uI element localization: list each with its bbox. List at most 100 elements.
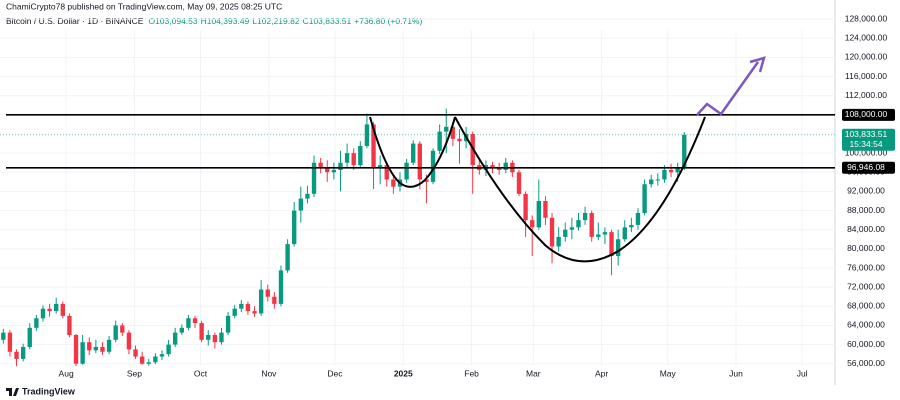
candle-body bbox=[106, 339, 112, 352]
candle-body bbox=[563, 229, 568, 237]
candle-body bbox=[166, 344, 171, 355]
annotations bbox=[369, 56, 766, 263]
candle-body bbox=[351, 153, 356, 166]
level-label: 108,000.00 bbox=[845, 109, 888, 119]
countdown: 15:34:54 bbox=[849, 139, 882, 149]
y-tick-label: 100,000.00 bbox=[845, 147, 888, 157]
arrow-head bbox=[749, 56, 766, 73]
candle-body bbox=[305, 193, 310, 199]
brand: TradingView bbox=[6, 386, 76, 396]
level-tag bbox=[842, 161, 895, 174]
candle-body bbox=[186, 318, 191, 328]
candle-body bbox=[318, 162, 323, 168]
low: L102,219.82 bbox=[252, 16, 300, 26]
candle-body bbox=[93, 346, 99, 351]
candle-body bbox=[411, 143, 416, 163]
candle-body bbox=[609, 232, 614, 257]
candle-body bbox=[371, 124, 376, 168]
candle-body bbox=[496, 167, 502, 170]
candle-body bbox=[629, 224, 634, 228]
candle-body bbox=[126, 332, 132, 350]
candle-body bbox=[206, 335, 211, 340]
candle-body bbox=[516, 172, 522, 194]
candle-body bbox=[675, 167, 680, 173]
candle-body bbox=[530, 220, 535, 228]
candle-body bbox=[404, 162, 409, 180]
candle-body bbox=[662, 169, 667, 180]
candle-body bbox=[60, 303, 65, 316]
candle-body bbox=[278, 270, 284, 304]
candle-body bbox=[377, 165, 383, 168]
candle-body bbox=[265, 289, 270, 297]
candle-body bbox=[225, 315, 231, 333]
level-tag bbox=[842, 108, 895, 121]
candle-body bbox=[285, 244, 290, 271]
candle-body bbox=[258, 289, 264, 314]
candle-body bbox=[239, 303, 244, 309]
candle-body bbox=[80, 342, 85, 364]
candle-body bbox=[54, 303, 59, 312]
candle-body bbox=[7, 332, 13, 352]
candle-body bbox=[87, 342, 92, 351]
candle-body bbox=[576, 220, 581, 228]
candle-body bbox=[358, 145, 363, 166]
candle-body bbox=[292, 210, 297, 245]
x-tick-label: Mar bbox=[526, 368, 541, 378]
y-tick-label: 68,000.00 bbox=[847, 301, 885, 311]
x-tick-label: Sep bbox=[127, 368, 142, 378]
candle-body bbox=[450, 126, 456, 139]
x-tick-label: Aug bbox=[59, 368, 74, 378]
x-tick-label: Feb bbox=[464, 368, 479, 378]
y-tick-label: 128,000.00 bbox=[845, 13, 888, 23]
candle-body bbox=[635, 212, 641, 225]
candle-body bbox=[602, 232, 608, 235]
y-tick-label: 112,000.00 bbox=[845, 90, 887, 100]
large-cup bbox=[454, 116, 706, 263]
level-label: 96,946.08 bbox=[847, 162, 885, 172]
candle-body bbox=[113, 325, 118, 340]
high: H104,393.49 bbox=[201, 16, 250, 26]
y-tick-label: 84,000.00 bbox=[847, 224, 885, 234]
candle-body bbox=[430, 150, 436, 182]
x-tick-label: Jul bbox=[797, 368, 808, 378]
candle-body bbox=[1, 332, 6, 340]
candle-body bbox=[325, 167, 330, 173]
publisher: ChamiCrypto78 published on TradingView.c… bbox=[6, 1, 282, 11]
y-tick-label: 72,000.00 bbox=[847, 281, 885, 291]
candle-body bbox=[20, 346, 26, 359]
projection-arrow bbox=[696, 61, 760, 116]
candle-body bbox=[444, 126, 449, 132]
candle-body bbox=[523, 193, 528, 221]
candle-body bbox=[192, 318, 198, 324]
candle-body bbox=[179, 327, 184, 333]
brand-logo bbox=[6, 388, 19, 396]
last-price-label: 103,833.51 bbox=[845, 129, 888, 139]
candle-body bbox=[668, 169, 674, 173]
candle-body bbox=[34, 318, 39, 328]
x-tick-label: 2025 bbox=[394, 368, 413, 378]
candle-body bbox=[384, 165, 389, 180]
candle-body bbox=[219, 332, 224, 343]
candle-body bbox=[569, 227, 575, 230]
candle-body bbox=[159, 354, 165, 357]
small-cup bbox=[369, 116, 456, 188]
candle-body bbox=[252, 311, 257, 314]
candle-body bbox=[391, 179, 396, 187]
candle-body bbox=[649, 179, 654, 185]
candle-body bbox=[437, 131, 442, 151]
last-price-tag bbox=[842, 128, 895, 151]
x-tick-label: Apr bbox=[595, 368, 608, 378]
candle-body bbox=[14, 351, 19, 359]
candle-body bbox=[596, 234, 601, 237]
y-tick-label: 56,000.00 bbox=[847, 358, 885, 368]
brand-name: TradingView bbox=[22, 386, 76, 396]
candle-body bbox=[503, 162, 508, 170]
candle-body bbox=[311, 162, 317, 194]
candle-body bbox=[589, 212, 594, 237]
candle-body bbox=[642, 184, 647, 213]
x-tick-label: Jun bbox=[729, 368, 743, 378]
x-tick-label: Nov bbox=[261, 368, 277, 378]
candle-body bbox=[417, 143, 422, 180]
